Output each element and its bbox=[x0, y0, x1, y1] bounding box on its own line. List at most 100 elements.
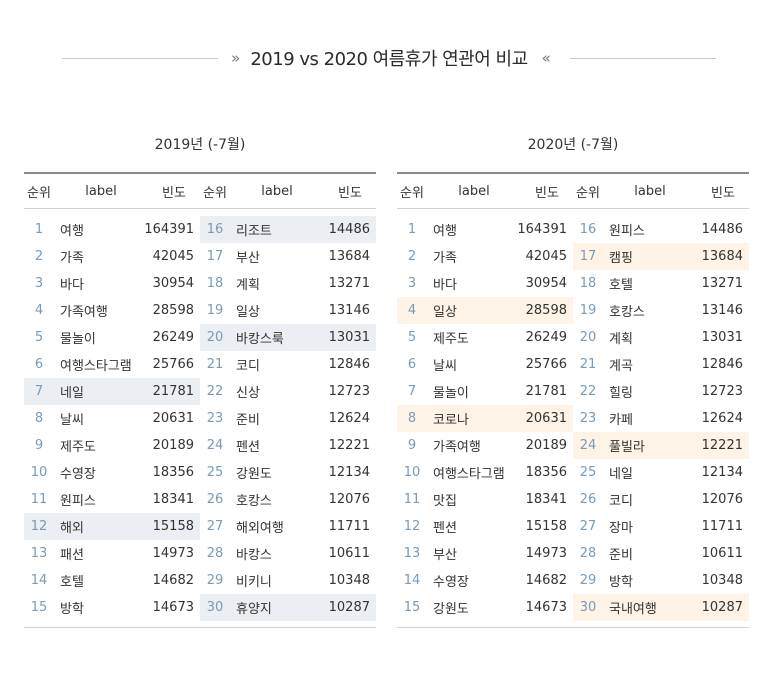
table-row: 9 가족여행 20189 24 풀빌라 12221 bbox=[397, 432, 749, 459]
highlighted-entry: 30 휴양지 10287 bbox=[200, 594, 376, 621]
rank-cell: 27 bbox=[579, 519, 597, 534]
rank-cell: 28 bbox=[579, 546, 597, 561]
label-cell: 호텔 bbox=[609, 278, 633, 293]
label-cell: 가족 bbox=[433, 251, 457, 266]
freq-cell: 18341 bbox=[525, 492, 567, 507]
table-row: 1 여행 164391 16 원피스 14486 bbox=[397, 216, 749, 243]
freq-cell: 42045 bbox=[525, 249, 567, 264]
label-cell: 날씨 bbox=[433, 359, 457, 374]
table-row: 2 가족 42045 17 부산 13684 bbox=[24, 243, 376, 270]
ranking-entry: 9 가족여행 20189 bbox=[397, 432, 573, 459]
label-cell: 호캉스 bbox=[609, 305, 645, 320]
ranking-entry: 18 호텔 13271 bbox=[573, 270, 749, 297]
table-header: 순위 label 빈도 순위 label 빈도 bbox=[397, 174, 749, 209]
table-body: 1 여행 164391 16 리조트 14486 2 가족 42045 17 부산 13684 3 바다 3… bbox=[24, 209, 376, 621]
rank-cell: 14 bbox=[403, 573, 421, 588]
label-cell: 부산 bbox=[236, 251, 260, 266]
freq-cell: 13031 bbox=[701, 330, 743, 345]
label-cell: 바캉스룩 bbox=[236, 332, 284, 347]
rank-cell: 3 bbox=[407, 276, 417, 291]
label-cell: 제주도 bbox=[433, 332, 469, 347]
highlighted-entry: 16 리조트 14486 bbox=[200, 216, 376, 243]
freq-cell: 13684 bbox=[328, 249, 370, 264]
label-cell: 패션 bbox=[60, 548, 84, 563]
table-row: 1 여행 164391 16 리조트 14486 bbox=[24, 216, 376, 243]
highlighted-entry: 12 해외 15158 bbox=[24, 513, 200, 540]
ranking-entry: 23 카페 12624 bbox=[573, 405, 749, 432]
rank-cell: 6 bbox=[34, 357, 44, 372]
table-row: 7 물놀이 21781 22 힐링 12723 bbox=[397, 378, 749, 405]
chevron-left-icon: « bbox=[541, 49, 551, 67]
label-cell: 준비 bbox=[609, 548, 633, 563]
table-row: 12 해외 15158 27 해외여행 11711 bbox=[24, 513, 376, 540]
freq-cell: 10287 bbox=[701, 600, 743, 615]
freq-cell: 30954 bbox=[525, 276, 567, 291]
table-row: 15 강원도 14673 30 국내여행 10287 bbox=[397, 594, 749, 621]
label-cell: 호텔 bbox=[60, 575, 84, 590]
label-cell: 바다 bbox=[433, 278, 457, 293]
freq-cell: 20631 bbox=[152, 411, 194, 426]
rank-cell: 16 bbox=[206, 222, 224, 237]
highlighted-entry: 24 풀빌라 12221 bbox=[573, 432, 749, 459]
rank-cell: 24 bbox=[579, 438, 597, 453]
label-cell: 휴양지 bbox=[236, 602, 272, 617]
freq-cell: 10287 bbox=[328, 600, 370, 615]
table-body: 1 여행 164391 16 원피스 14486 2 가족 42045 17 캠핑 13684 3 바다 3… bbox=[397, 209, 749, 621]
freq-cell: 26249 bbox=[525, 330, 567, 345]
label-cell: 가족 bbox=[60, 251, 84, 266]
chevron-right-icon: » bbox=[231, 49, 240, 67]
header-freq: 빈도 bbox=[338, 185, 362, 201]
label-cell: 수영장 bbox=[60, 467, 96, 482]
rank-cell: 6 bbox=[407, 357, 417, 372]
freq-cell: 12134 bbox=[701, 465, 743, 480]
highlighted-entry: 7 네일 21781 bbox=[24, 378, 200, 405]
rank-cell: 22 bbox=[579, 384, 597, 399]
table-row: 10 여행스타그램 18356 25 네일 12134 bbox=[397, 459, 749, 486]
ranking-entry: 9 제주도 20189 bbox=[24, 432, 200, 459]
freq-cell: 20189 bbox=[525, 438, 567, 453]
freq-cell: 10611 bbox=[701, 546, 743, 561]
ranking-entry: 2 가족 42045 bbox=[24, 243, 200, 270]
rank-cell: 7 bbox=[407, 384, 417, 399]
highlighted-entry: 4 일상 28598 bbox=[397, 297, 573, 324]
rank-cell: 10 bbox=[30, 465, 48, 480]
label-cell: 부산 bbox=[433, 548, 457, 563]
table-row: 14 수영장 14682 29 방학 10348 bbox=[397, 567, 749, 594]
rank-cell: 4 bbox=[34, 303, 44, 318]
rank-cell: 4 bbox=[407, 303, 417, 318]
ranking-entry: 3 바다 30954 bbox=[24, 270, 200, 297]
rank-cell: 5 bbox=[407, 330, 417, 345]
label-cell: 날씨 bbox=[60, 413, 84, 428]
freq-cell: 18341 bbox=[152, 492, 194, 507]
ranking-entry: 8 날씨 20631 bbox=[24, 405, 200, 432]
label-cell: 비키니 bbox=[236, 575, 272, 590]
freq-cell: 12846 bbox=[328, 357, 370, 372]
label-cell: 풀빌라 bbox=[609, 440, 645, 455]
ranking-entry: 16 원피스 14486 bbox=[573, 216, 749, 243]
label-cell: 카페 bbox=[609, 413, 633, 428]
label-cell: 호캉스 bbox=[236, 494, 272, 509]
label-cell: 국내여행 bbox=[609, 602, 657, 617]
rank-cell: 25 bbox=[206, 465, 224, 480]
freq-cell: 10611 bbox=[328, 546, 370, 561]
ranking-entry: 15 방학 14673 bbox=[24, 594, 200, 621]
ranking-entry: 7 물놀이 21781 bbox=[397, 378, 573, 405]
label-cell: 준비 bbox=[236, 413, 260, 428]
rank-cell: 21 bbox=[579, 357, 597, 372]
freq-cell: 14486 bbox=[328, 222, 370, 237]
rank-cell: 12 bbox=[30, 519, 48, 534]
rank-cell: 23 bbox=[206, 411, 224, 426]
table-header: 순위 label 빈도 순위 label 빈도 bbox=[24, 174, 376, 209]
table-row: 4 가족여행 28598 19 일상 13146 bbox=[24, 297, 376, 324]
ranking-entry: 6 여행스타그램 25766 bbox=[24, 351, 200, 378]
label-cell: 리조트 bbox=[236, 224, 272, 239]
ranking-entry: 29 방학 10348 bbox=[573, 567, 749, 594]
table-row: 9 제주도 20189 24 펜션 12221 bbox=[24, 432, 376, 459]
ranking-entry: 11 원피스 18341 bbox=[24, 486, 200, 513]
label-cell: 방학 bbox=[60, 602, 84, 617]
rank-cell: 21 bbox=[206, 357, 224, 372]
rank-cell: 3 bbox=[34, 276, 44, 291]
freq-cell: 14682 bbox=[525, 573, 567, 588]
rank-cell: 20 bbox=[579, 330, 597, 345]
freq-cell: 164391 bbox=[517, 222, 567, 237]
